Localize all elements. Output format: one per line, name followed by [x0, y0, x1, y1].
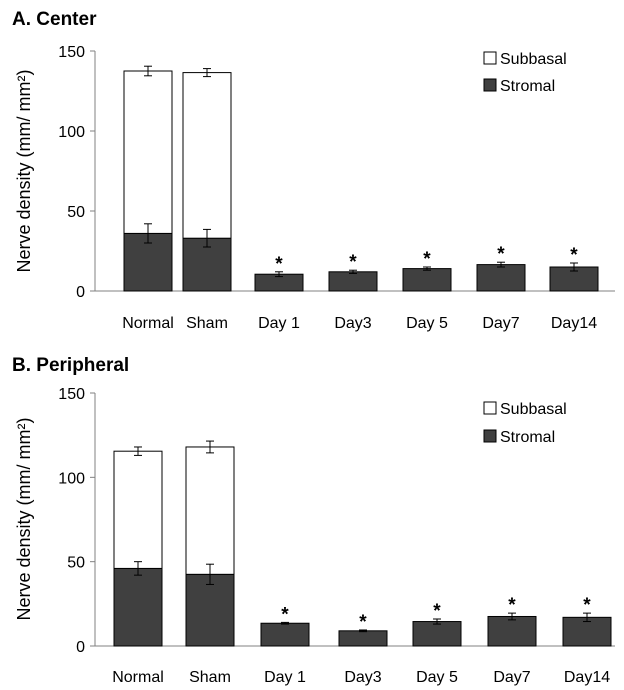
x-tick-label: Sham — [186, 315, 228, 332]
bar-subbasal — [113, 450, 163, 569]
bar-stromal — [412, 621, 462, 647]
bar-stromal — [113, 567, 163, 647]
y-tick-label: 150 — [58, 386, 85, 403]
bar-stromal — [487, 615, 537, 647]
x-tick-label: Day3 — [344, 669, 381, 686]
y-tick-label: 0 — [76, 639, 85, 656]
legend-label-stromal: Stromal — [500, 78, 555, 95]
x-tick-label: Day 5 — [416, 669, 458, 686]
x-tick-label: Day7 — [482, 315, 519, 332]
bar-subbasal — [182, 72, 232, 239]
x-tick-label: Sham — [189, 669, 231, 686]
y-tick-label: 100 — [58, 470, 85, 487]
legend-swatch-stromal — [483, 429, 497, 443]
x-tick-label: Day 1 — [258, 315, 300, 332]
y-tick-label: 50 — [67, 555, 85, 572]
panel-title: A. Center — [12, 9, 97, 30]
legend-swatch-subbasal — [483, 51, 497, 65]
significance-marker: * — [570, 245, 578, 266]
x-tick-label: Day 1 — [264, 669, 306, 686]
significance-marker: * — [433, 601, 441, 622]
x-tick-label: Day14 — [564, 669, 610, 686]
legend-label-stromal: Stromal — [500, 429, 555, 446]
y-tick-label: 0 — [76, 284, 85, 301]
legend-label-subbasal: Subbasal — [500, 51, 567, 68]
y-tick-label: 100 — [58, 124, 85, 141]
x-tick-label: Normal — [122, 315, 174, 332]
x-tick-label: Day7 — [493, 669, 530, 686]
x-tick-label: Day 5 — [406, 315, 448, 332]
bar-stromal — [185, 573, 235, 647]
y-tick-label: 150 — [58, 44, 85, 61]
bar-subbasal — [185, 446, 235, 575]
y-axis-label: Nerve density (mm/ mm²) — [14, 417, 34, 620]
bar-stromal — [328, 271, 378, 292]
bar-stromal — [562, 616, 612, 647]
significance-marker: * — [359, 612, 367, 633]
bar-stromal — [338, 630, 388, 647]
y-tick-label: 50 — [67, 204, 85, 221]
y-axis-label: Nerve density (mm/ mm²) — [14, 69, 34, 272]
legend-label-subbasal: Subbasal — [500, 401, 567, 418]
bar-stromal — [476, 264, 526, 292]
legend-swatch-subbasal — [483, 401, 497, 415]
significance-marker: * — [583, 595, 591, 616]
panel-title: B. Peripheral — [12, 355, 129, 376]
significance-marker: * — [497, 244, 505, 265]
significance-marker: * — [275, 254, 283, 275]
bar-stromal — [260, 622, 310, 647]
significance-marker: * — [508, 595, 516, 616]
bar-subbasal — [123, 70, 173, 234]
x-tick-label: Day3 — [334, 315, 371, 332]
bar-stromal — [402, 268, 452, 292]
significance-marker: * — [423, 249, 431, 270]
x-tick-label: Day14 — [551, 315, 597, 332]
significance-marker: * — [281, 604, 289, 625]
x-tick-label: Normal — [112, 669, 164, 686]
legend-swatch-stromal — [483, 78, 497, 92]
significance-marker: * — [349, 252, 357, 273]
